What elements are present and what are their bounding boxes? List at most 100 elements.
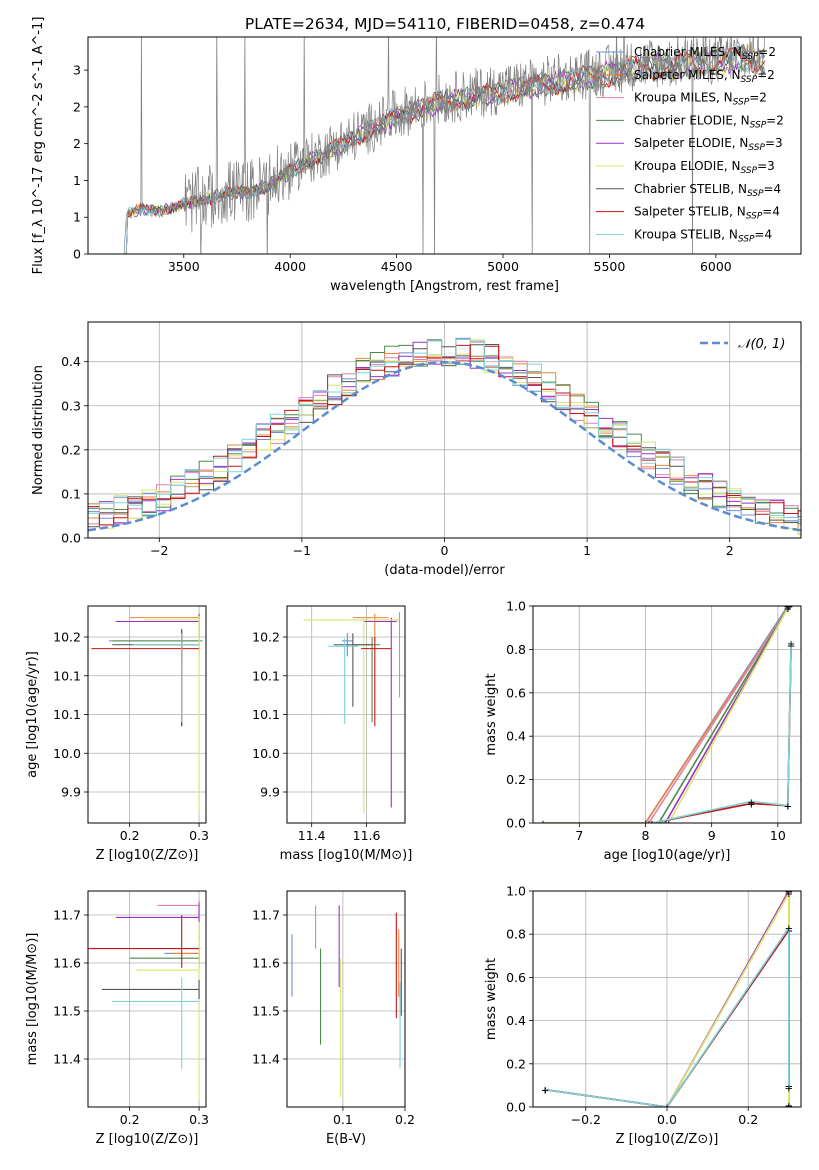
legend-model-name: Chabrier MILES, N — [634, 45, 742, 59]
massweight_vs_age-plot-area: +++++++++ +++ ++++ ++++ ++++ ++ — [539, 602, 795, 830]
massweight_vs_Z-marker-7-0: + — [541, 1086, 549, 1097]
mass_vs_Z-ytick-label-0: 11.4 — [53, 1052, 81, 1067]
massweight_vs_age-series-5 — [542, 607, 789, 823]
legend-ssp-subscript: SSP — [733, 98, 750, 108]
age_vs_Z-point-2 — [136, 613, 200, 645]
age_vs_mass-ytick-label-3: 10.1 — [252, 668, 280, 683]
mass_vs_Z-xtick-label-1: 0.3 — [189, 1112, 209, 1127]
massweight_vs_age-ytick-label-3: 0.6 — [506, 685, 526, 700]
massweight_vs_Z-marker-0-1: + — [663, 1103, 671, 1114]
legend-model-name: Chabrier ELODIE, N — [634, 113, 750, 127]
massweight_vs_Z-ytick-label-5: 1.0 — [506, 884, 526, 899]
massweight_vs_Z-xtick-label-0: −0.2 — [571, 1112, 601, 1127]
histogram-step-8 — [88, 339, 801, 522]
histogram-step-7 — [88, 344, 801, 526]
massweight_vs_age-ylabel: mass weight — [484, 673, 499, 755]
legend-nssp-value: =2 — [749, 91, 767, 105]
massweight_vs_Z-marker-3-1: + — [663, 1103, 671, 1114]
legend-ssp-subscript: SSP — [750, 120, 767, 130]
legend-model-name: Kroupa STELIB, N — [634, 227, 738, 241]
massweight_vs_age-marker-4-0: + — [539, 819, 547, 830]
histogram-step-2 — [88, 341, 801, 525]
spectrum-frame — [87, 36, 802, 255]
legend-model-name: Chabrier STELIB, N — [634, 182, 747, 196]
legend-nssp-value: =2 — [757, 68, 775, 82]
massweight_vs_Z-marker-6-0: + — [541, 1086, 549, 1097]
spectrum-xtick-label-2: 4500 — [381, 259, 413, 274]
spectrum-xtick-label-3: 5000 — [487, 259, 519, 274]
massweight_vs_Z-series-5 — [666, 891, 790, 1107]
residuals-xtick-label-3: 1 — [583, 543, 591, 558]
massweight_vs_age-marker-6-1: + — [747, 799, 755, 810]
massweight_vs_age-marker-5-2: + — [784, 604, 792, 615]
legend-nssp-value: =3 — [757, 159, 775, 173]
massweight_vs_age-ytick-label-0: 0.0 — [506, 816, 526, 831]
residuals-ytick-label-3: 0.3 — [61, 398, 81, 413]
mass_vs_ebv-ytick-label-3: 11.7 — [252, 908, 280, 923]
spectrum-xtick-label-1: 4000 — [274, 259, 306, 274]
massweight_vs_Z-marker-8-1: + — [663, 1103, 671, 1114]
massweight_vs_age-xtick-label-0: 7 — [575, 828, 583, 843]
mass_vs_Z-point-7 — [88, 915, 200, 968]
mass_vs_ebv-ytick-label-2: 11.6 — [252, 956, 280, 971]
massweight_vs_age-xlabel: age [log10(age/yr)] — [604, 848, 731, 863]
legend-nssp-value: =3 — [765, 136, 783, 150]
massweight_vs_Z-xtick-label-2: 0.2 — [738, 1112, 758, 1127]
residuals-ytick-label-0: 0.0 — [61, 531, 81, 546]
legend-nssp-value: =4 — [764, 182, 782, 196]
massweight_vs_age-ytick-label-4: 0.8 — [506, 642, 526, 657]
residuals-ytick-label-4: 0.4 — [61, 354, 81, 369]
legend-ssp-subscript: SSP — [741, 75, 758, 85]
massweight_vs_age-ytick-label-5: 1.0 — [506, 599, 526, 614]
legend-entry-2: Kroupa MILES, NSSP=2 — [634, 91, 767, 108]
age_vs_Z-point-1 — [129, 613, 200, 634]
massweight_vs_Z-marker-8-2: + — [785, 924, 793, 935]
massweight_vs_Z-marker-2-0: + — [663, 1103, 671, 1114]
mass_vs_Z-point-3 — [129, 948, 200, 968]
mass_vs_Z-xlabel: Z [log10(Z/Z⊙)] — [96, 1132, 199, 1147]
massweight_vs_age-series-6 — [651, 645, 792, 823]
legend-entry-0: Chabrier MILES, NSSP=2 — [634, 45, 776, 62]
age_vs_mass-point-2 — [377, 612, 401, 698]
massweight_vs_age-marker-8-0: + — [648, 819, 656, 830]
massweight_vs_age-marker-2-1: + — [784, 604, 792, 615]
massweight_vs_Z-axes: ++++++++++++++++++++++++++++++++−0.2 0.0 0… — [484, 884, 802, 1147]
age_vs_mass-axes: 11.4 11.6 9.9 10.0 10.1 10.1 10.2 mass [log10(M… — [252, 605, 412, 863]
mass_vs_ebv-xtick-label-1: 0.2 — [395, 1112, 415, 1127]
massweight_vs_Z-plot-area: ++++++++++++++++++++++++++++++++ — [541, 889, 793, 1114]
histogram-step-4 — [88, 341, 801, 524]
massweight_vs_age-marker-4-2: + — [785, 602, 793, 613]
legend-entry-4: Salpeter ELODIE, NSSP=3 — [634, 136, 783, 153]
legend-ssp-subscript: SSP — [742, 52, 759, 62]
massweight_vs_age-marker-6-2: + — [784, 802, 792, 813]
age_vs_Z-xtick-label-0: 0.2 — [120, 828, 140, 843]
residuals-xtick-label-1: −1 — [293, 543, 311, 558]
spectrum-axes: 3500 4000 4500 5000 5500 6000 0 1 1 2 2 3 wavelength… — [31, 17, 802, 294]
mass_vs_Z-axes: 0.2 0.3 11.4 11.5 11.6 11.7 Z [log10(Z/Z⊙)] mas… — [25, 890, 209, 1147]
massweight_vs_Z-ytick-label-1: 0.2 — [506, 1056, 526, 1071]
massweight_vs_Z-ylabel: mass weight — [484, 958, 499, 1040]
spectrum-data-line — [123, 37, 765, 254]
massweight_vs_age-series-4 — [542, 606, 790, 823]
massweight_vs_Z-ytick-label-0: 0.0 — [506, 1100, 526, 1115]
legend-entry-5: Kroupa ELODIE, NSSP=3 — [634, 159, 775, 176]
massweight_vs_Z-marker-8-3: + — [785, 1084, 793, 1095]
spectrum-ytick-label-3: 2 — [73, 136, 81, 151]
gaussian-curve — [88, 360, 801, 532]
massweight_vs_Z-marker-4-2: + — [785, 1103, 793, 1114]
massweight_vs_Z-ytick-label-3: 0.6 — [506, 970, 526, 985]
legend-ssp-subscript: SSP — [747, 189, 764, 199]
mass_vs_Z-point-6 — [101, 979, 200, 999]
plot-layer: 3500 4000 4500 5000 5500 6000 0 1 1 2 2 3 wavelength… — [25, 17, 802, 1147]
mass_vs_Z-plot-area — [88, 900, 200, 1100]
mass_vs_Z-point-8 — [112, 977, 200, 1069]
legend-nssp-value: =2 — [766, 113, 784, 127]
legend-entry-8: Kroupa STELIB, NSSP=4 — [634, 227, 772, 244]
massweight_vs_Z-series-8 — [545, 925, 790, 1107]
massweight_vs_Z-marker-5-1: + — [785, 889, 793, 900]
age_vs_mass-ytick-label-1: 10.0 — [252, 746, 280, 761]
residuals-xtick-label-0: −2 — [150, 543, 168, 558]
massweight_vs_Z-ytick-label-4: 0.8 — [506, 927, 526, 942]
massweight_vs_age-marker-0-0: + — [641, 819, 649, 830]
